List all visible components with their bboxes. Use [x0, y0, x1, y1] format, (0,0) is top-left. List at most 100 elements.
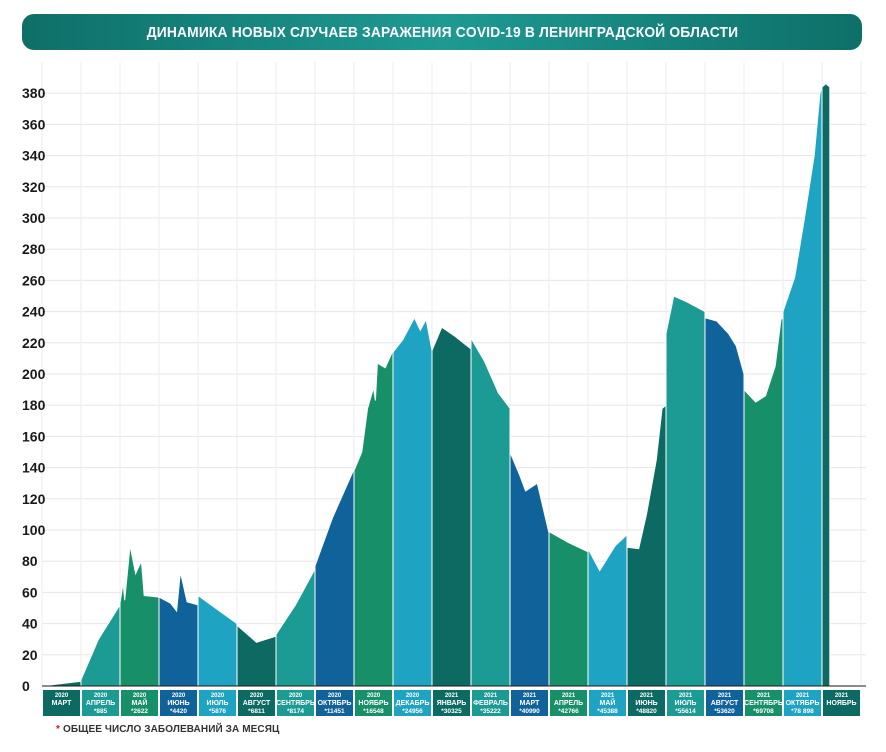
month-year-label: 2021: [445, 693, 459, 699]
month-year-label: 2020: [250, 693, 264, 699]
month-month-label: МАЙ: [600, 698, 616, 707]
y-tick-label: 180: [22, 397, 46, 413]
y-tick-label: 200: [22, 366, 46, 382]
footnote-text: ОБЩЕЕ ЧИСЛО ЗАБОЛЕВАНИЙ ЗА МЕСЯЦ: [63, 724, 280, 735]
area-month-3: [158, 571, 199, 687]
area-month-11: [470, 336, 511, 687]
month-total-label: *24956: [402, 708, 423, 715]
x-axis-month-labels: 2020МАРТ2020АПРЕЛЬ*8852020МАЙ*26222020ИЮ…: [43, 690, 860, 716]
area-month-14: [587, 533, 628, 687]
month-total-label: *885: [94, 708, 108, 715]
area-month-1: [80, 603, 121, 687]
area-month-20: [821, 83, 831, 687]
month-label-bg: [238, 690, 275, 716]
month-month-label: ИЮНЬ: [167, 700, 189, 707]
month-total-label: *5876: [209, 708, 226, 715]
area-month-19: [782, 86, 823, 687]
area-month-8: [353, 350, 394, 687]
month-total-label: *11451: [324, 708, 345, 715]
y-tick-label: 340: [22, 148, 46, 164]
month-month-label: ФЕВРАЛЬ: [473, 700, 508, 707]
month-label-bg: [784, 690, 821, 716]
month-total-label: *78 898: [791, 708, 814, 715]
month-month-label: ОКТЯБРЬ: [786, 700, 820, 707]
month-total-label: *45388: [597, 708, 618, 715]
area-month-13: [548, 530, 589, 687]
month-year-label: 2020: [133, 693, 147, 699]
month-year-label: 2021: [484, 693, 498, 699]
area-month-18: [743, 316, 784, 687]
month-year-label: 2021: [757, 693, 771, 699]
month-month-label: АПРЕЛЬ: [86, 700, 115, 707]
month-total-label: *8174: [287, 708, 304, 715]
month-total-label: *55614: [675, 708, 696, 715]
month-month-label: АПРЕЛЬ: [554, 700, 583, 707]
month-total-label: *30325: [441, 708, 462, 715]
month-year-label: 2021: [640, 693, 654, 699]
month-total-label: *48820: [636, 708, 657, 715]
chart-title: ДИНАМИКА НОВЫХ СЛУЧАЕВ ЗАРАЖЕНИЯ COVID-1…: [146, 23, 738, 41]
month-year-label: 2020: [211, 693, 225, 699]
month-label-bg: [745, 690, 782, 716]
month-label-bg: [472, 690, 509, 716]
month-label-bg: [706, 690, 743, 716]
area-month-7: [314, 468, 355, 687]
month-year-label: 2020: [406, 693, 420, 699]
month-total-label: *35222: [480, 708, 501, 715]
area-month-2: [119, 545, 160, 687]
month-month-label: ИЮЛЬ: [207, 700, 229, 707]
y-tick-label: 220: [22, 335, 46, 351]
month-year-label: 2021: [679, 693, 693, 699]
y-tick-label: 300: [22, 210, 46, 226]
month-label-bg: [82, 690, 119, 716]
y-tick-label: 40: [22, 616, 38, 632]
month-month-label: ДЕКАБРЬ: [396, 700, 430, 707]
y-tick-label: 280: [22, 241, 46, 257]
month-month-label: НОЯБРЬ: [358, 700, 388, 707]
month-year-label: 2021: [601, 693, 615, 699]
month-label-bg: [160, 690, 197, 716]
month-label-bg: [394, 690, 431, 716]
month-total-label: *53620: [714, 708, 735, 715]
month-year-label: 2020: [367, 693, 381, 699]
month-year-label: 2020: [94, 693, 108, 699]
month-year-label: 2021: [718, 693, 732, 699]
area-month-6: [275, 568, 316, 687]
month-label-bg: [43, 690, 80, 716]
y-tick-label: 380: [22, 85, 46, 101]
area-month-9: [392, 316, 433, 687]
y-tick-label: 160: [22, 428, 46, 444]
month-label-bg: [667, 690, 704, 716]
month-label-bg: [511, 690, 548, 716]
footnote-marker: *: [56, 724, 60, 735]
y-tick-label: 320: [22, 179, 46, 195]
month-label-bg: [589, 690, 626, 716]
month-month-label: ОКТЯБРЬ: [318, 700, 352, 707]
area-month-10: [431, 326, 472, 687]
area-month-17: [704, 317, 745, 687]
area-month-5: [236, 624, 277, 687]
y-tick-label: 260: [22, 272, 46, 288]
month-total-label: *16548: [363, 708, 384, 715]
month-year-label: 2021: [562, 693, 576, 699]
month-year-label: 2021: [835, 693, 849, 699]
